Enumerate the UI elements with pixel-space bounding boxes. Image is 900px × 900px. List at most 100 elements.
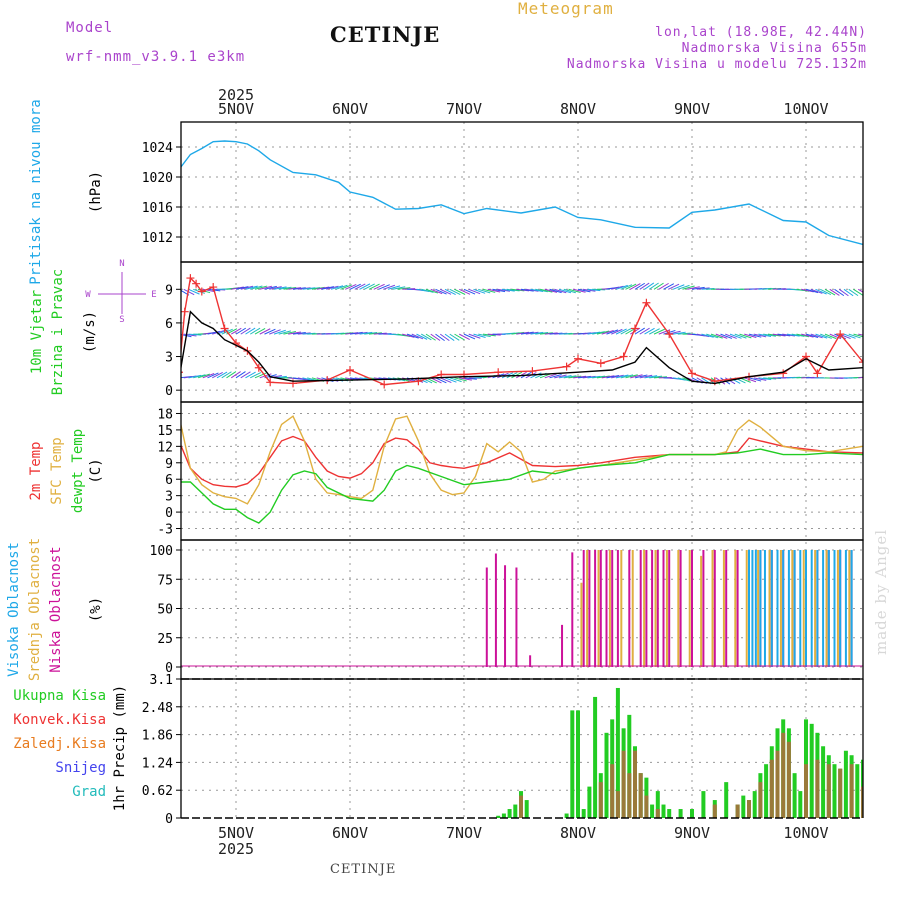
wind-arrow <box>516 331 530 335</box>
gust-marker <box>574 354 582 363</box>
wind-arrow <box>625 327 636 335</box>
wind-arrow <box>838 288 849 297</box>
wind-arrow <box>658 282 669 290</box>
precip-bar <box>678 809 683 818</box>
wind-arrow <box>240 371 251 379</box>
precip-bar <box>570 710 575 818</box>
precip-bar <box>633 750 637 818</box>
wind-arrow <box>435 333 445 342</box>
wind-arrow <box>449 377 462 383</box>
wind-arrow <box>478 288 491 294</box>
wind-arrow <box>226 371 237 379</box>
y-tick-label: 2.48 <box>142 701 173 716</box>
wind-arrow <box>639 327 650 335</box>
precip-bar <box>838 768 843 818</box>
wind-arrow <box>848 288 859 297</box>
wind-arrow <box>430 333 441 341</box>
wind-arrow <box>824 333 837 340</box>
precip-bar <box>752 791 757 818</box>
wind-arrow <box>425 288 438 294</box>
y-tick-label: 1024 <box>142 141 173 156</box>
wind-arrow <box>639 282 650 290</box>
wind-arrow <box>245 371 256 379</box>
wind-arrow <box>435 288 447 295</box>
precip-bar <box>855 764 860 818</box>
wind-arrow <box>739 333 752 339</box>
wind-arrow <box>183 288 195 296</box>
precip-bar <box>598 782 603 818</box>
wind-arrow <box>368 332 382 335</box>
wind-arrow <box>615 284 628 290</box>
wind-arrow <box>254 327 266 335</box>
wind-arrow <box>269 329 281 335</box>
footer-station: CETINJE <box>330 862 397 877</box>
series-speed <box>181 310 863 385</box>
wind-arrow <box>516 288 530 292</box>
gust-marker <box>813 369 822 378</box>
precip-legend-label: Snijeg <box>55 760 106 776</box>
panel-label: dewpt Temp <box>70 429 86 513</box>
wind-arrow <box>549 288 562 294</box>
wind-arrow <box>815 333 828 339</box>
wind-arrow <box>758 333 772 338</box>
wind-arrow <box>801 333 814 338</box>
station-title: CETINJE <box>330 22 441 47</box>
wind-arrow <box>611 285 624 290</box>
wind-arrow <box>207 330 221 335</box>
wind-arrow <box>259 328 271 335</box>
precip-bar <box>826 764 831 818</box>
wind-arrow <box>710 333 723 339</box>
wind-arrow <box>853 288 863 296</box>
precip-bar <box>724 782 729 818</box>
precip-bar <box>513 804 518 818</box>
wind-arrow <box>620 328 632 335</box>
wind-arrow <box>425 333 436 341</box>
wind-arrow <box>468 333 481 339</box>
precip-bar <box>843 750 848 818</box>
y-tick-label: 1.24 <box>142 756 173 771</box>
wind-arrow <box>786 333 800 337</box>
wind-arrow <box>530 331 544 335</box>
wind-arrow <box>378 284 390 290</box>
gust-marker <box>688 369 696 378</box>
wind-arrow <box>767 333 781 337</box>
wind-arrow <box>691 286 705 290</box>
wind-arrow <box>240 285 254 290</box>
wind-arrow <box>283 286 297 290</box>
precip-bar <box>507 809 512 818</box>
credit: made by Angel <box>872 528 890 655</box>
precip-bar <box>610 764 615 818</box>
precip-bar <box>741 795 746 818</box>
precip-bar <box>775 750 780 818</box>
precip-bar <box>650 804 655 818</box>
wind-arrow <box>554 288 567 294</box>
y-tick-label: 18 <box>157 407 173 422</box>
wind-arrow <box>463 288 476 295</box>
wind-arrow <box>254 285 268 290</box>
wind-arrow <box>829 288 840 296</box>
wind-arrow <box>834 288 845 297</box>
wind-arrow <box>672 331 686 335</box>
wind-arrow <box>364 283 375 290</box>
wind-arrow <box>349 283 361 290</box>
wind-arrow <box>478 333 491 338</box>
wind-arrow <box>596 375 610 379</box>
y-tick-label: 25 <box>157 632 173 647</box>
wind-arrow <box>663 283 675 290</box>
precip-bar <box>786 741 791 818</box>
wind-arrow <box>601 329 614 335</box>
wind-arrow <box>525 331 539 335</box>
wind-arrow <box>402 333 415 338</box>
wind-arrow <box>463 333 476 340</box>
wind-arrow <box>345 332 359 335</box>
wind-arrow <box>525 288 539 292</box>
precip-bar <box>501 813 506 818</box>
wind-arrow <box>682 285 695 290</box>
precip-bar <box>524 800 529 818</box>
wind-arrow <box>687 286 700 290</box>
y-tick-label: -3 <box>157 523 173 538</box>
precip-bar <box>519 795 523 818</box>
wind-arrow <box>492 288 506 293</box>
wind-arrow <box>577 375 591 379</box>
wind-arrow <box>696 287 710 290</box>
